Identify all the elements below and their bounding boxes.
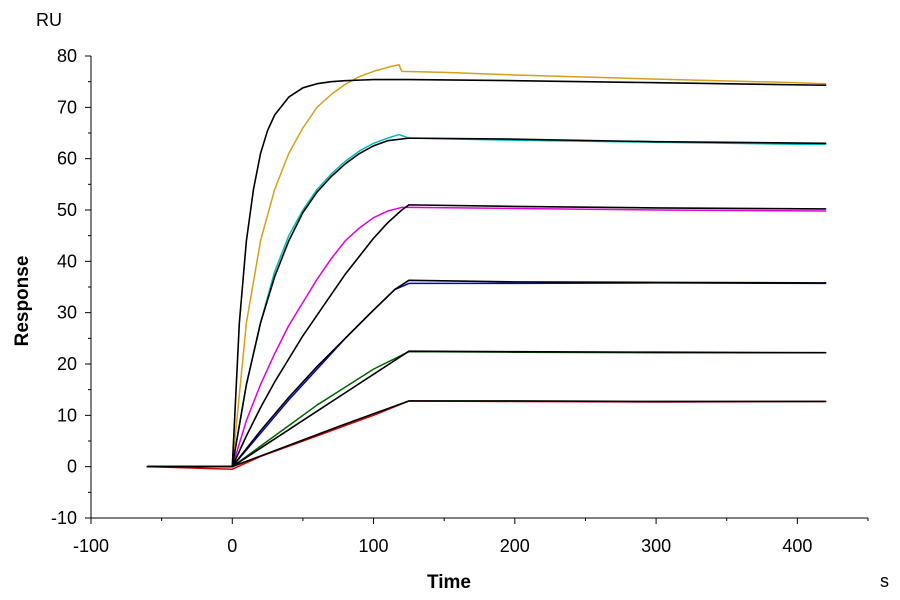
x-tick-label: 0 xyxy=(227,536,237,556)
y-tick-label: 40 xyxy=(57,251,77,271)
y-unit-label: RU xyxy=(36,10,62,30)
y-tick-label: 30 xyxy=(57,303,77,323)
y-tick-label: 50 xyxy=(57,200,77,220)
fit-curve-line xyxy=(146,137,827,468)
y-axis-title: Response xyxy=(12,256,33,347)
response-curve-line xyxy=(146,400,827,470)
response-curve-line xyxy=(146,63,827,468)
y-ticks: -10 0 10 20 30 40 50 60 70 80 xyxy=(51,46,91,528)
y-tick-label: 20 xyxy=(57,354,77,374)
y-tick-label: 80 xyxy=(57,46,77,66)
y-tick-label: -10 xyxy=(51,508,77,528)
fit-curve-line xyxy=(146,204,827,468)
y-tick-label: 70 xyxy=(57,97,77,117)
y-tick-label: 0 xyxy=(67,457,77,477)
x-unit-label: s xyxy=(880,571,889,591)
fit-curve-line xyxy=(146,350,827,468)
x-tick-label: 100 xyxy=(359,536,389,556)
fit-curve-line xyxy=(146,400,827,468)
y-tick-label: 60 xyxy=(57,149,77,169)
x-tick-label: 400 xyxy=(782,536,812,556)
axes-layer xyxy=(90,56,868,519)
fit-curve-line xyxy=(146,279,827,468)
response-curve-line xyxy=(146,133,827,468)
response-curve-line xyxy=(146,206,827,468)
x-tick-label: -100 xyxy=(73,536,109,556)
y-tick-label: 10 xyxy=(57,405,77,425)
x-axis-title: Time xyxy=(427,572,471,593)
x-ticks: -100 0 100 200 300 400 xyxy=(73,518,869,556)
x-tick-label: 300 xyxy=(641,536,671,556)
fit-curve-line xyxy=(146,78,827,468)
series-layer xyxy=(146,63,827,470)
x-tick-label: 200 xyxy=(500,536,530,556)
